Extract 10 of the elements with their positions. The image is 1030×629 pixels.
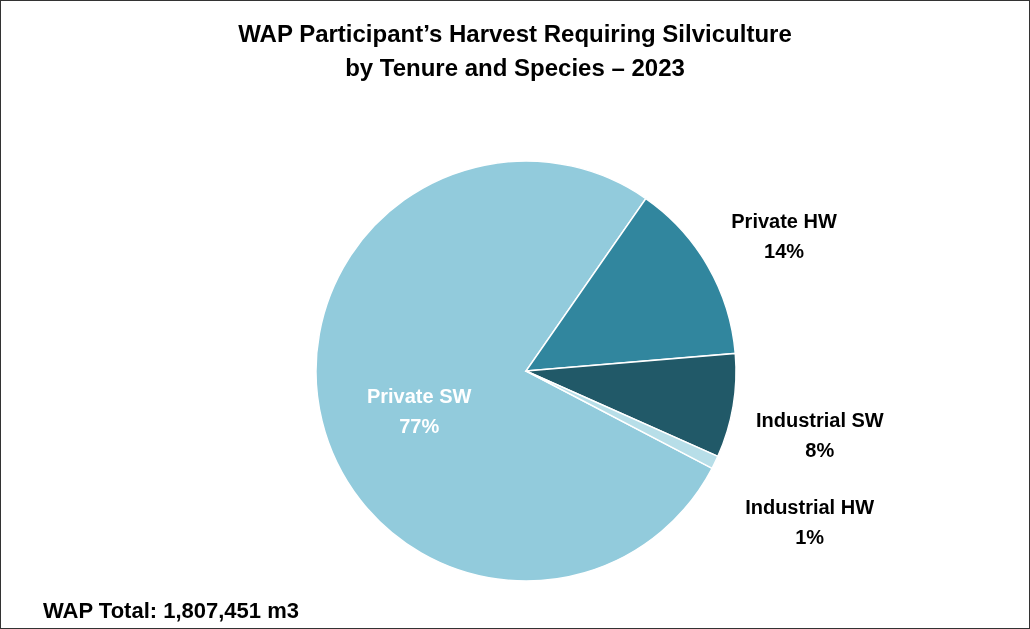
slice-label: Industrial HW — [745, 496, 875, 519]
data-label: 1% — [795, 526, 825, 549]
data-label: 8% — [805, 438, 835, 461]
slice-label: Private HW — [731, 210, 837, 232]
text: WAP Total: 1,807,451 m3 — [43, 598, 299, 623]
chart-title: WAP Participant’s Harvest Requiring Silviculture by Tenure and Species – 2023 — [238, 20, 792, 81]
data-label: 14% — [764, 240, 805, 262]
data-label: 77% — [399, 415, 440, 438]
slice-label: Industrial SW — [755, 408, 884, 431]
slice-label: Private SW — [366, 385, 472, 408]
